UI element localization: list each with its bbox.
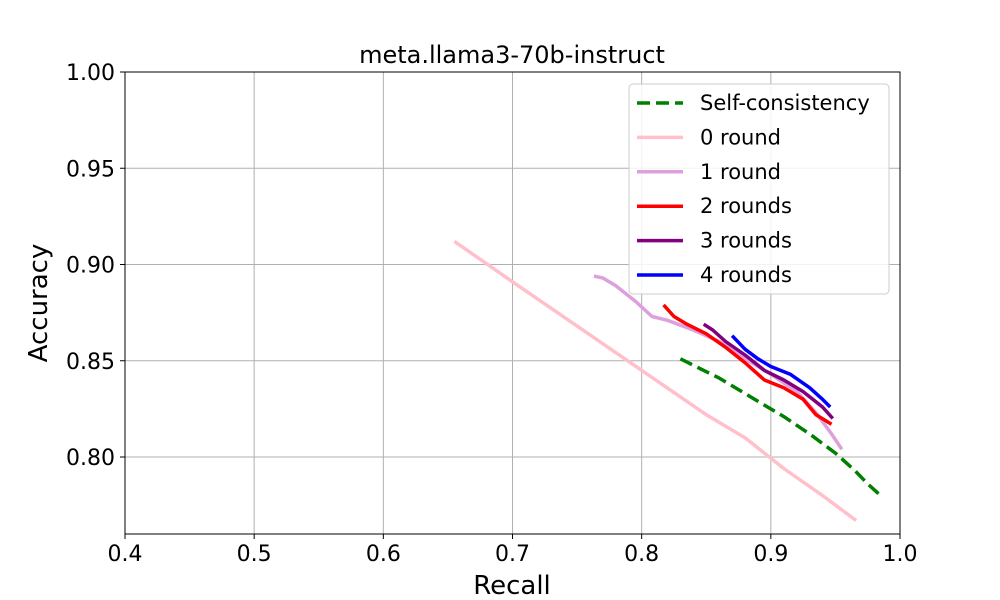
series-line-0-round	[453, 239, 858, 522]
x-tick-label: 0.8	[624, 542, 659, 567]
y-tick-label: 0.90	[66, 254, 115, 279]
chart-title: meta.llama3-70b-instruct	[359, 41, 665, 69]
x-tick-label: 1.0	[883, 542, 918, 567]
y-tick-label: 0.80	[66, 446, 115, 471]
y-tick-label: 1.00	[66, 61, 115, 86]
legend-label: 3 rounds	[700, 229, 792, 253]
legend-label: 1 round	[700, 160, 781, 184]
series-line-self-consistency	[679, 357, 882, 497]
legend-box	[628, 83, 890, 295]
legend-label: Self-consistency	[700, 91, 870, 115]
y-tick-label: 0.85	[66, 350, 115, 375]
x-tick-label: 0.5	[237, 542, 272, 567]
y-tick-label: 0.95	[66, 157, 115, 182]
x-tick-label: 0.9	[753, 542, 788, 567]
x-tick-label: 0.6	[366, 542, 401, 567]
legend-label: 2 rounds	[700, 194, 792, 218]
series-line-2-rounds	[662, 303, 833, 426]
legend-label: 4 rounds	[700, 263, 792, 287]
legend: Self-consistency 0 round 1 round 2 rounds 3 …	[628, 83, 890, 295]
series-line-3-rounds	[702, 322, 835, 420]
x-tick-label: 0.7	[495, 542, 530, 567]
ticks: 0.4 0.5 0.6 0.7 0.8 0.9 1.0 0.80 0.85 0.90 0.95 1.0…	[66, 61, 917, 567]
series-layer	[453, 239, 882, 522]
x-axis-label: Recall	[473, 571, 551, 600]
y-axis-label: Accuracy	[24, 244, 54, 363]
legend-label: 0 round	[700, 125, 781, 149]
series-line-4-rounds	[730, 334, 832, 409]
x-tick-label: 0.4	[108, 542, 143, 567]
